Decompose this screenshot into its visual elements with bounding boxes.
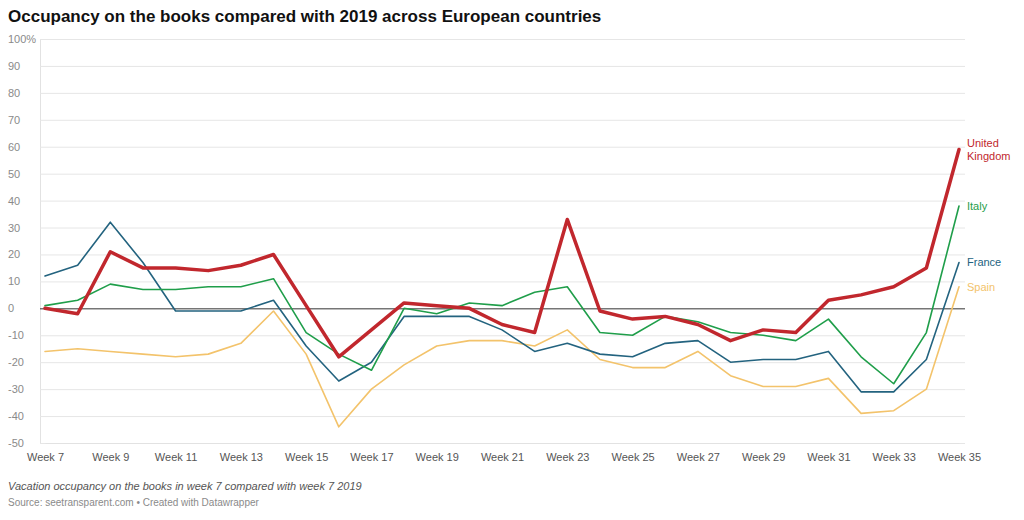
grid-line xyxy=(40,362,965,363)
x-tick-label: Week 25 xyxy=(611,451,654,463)
y-tick: -50 xyxy=(8,437,965,449)
y-tick-label: 60 xyxy=(8,141,20,153)
series-label-line: Italy xyxy=(967,200,988,212)
grid-line xyxy=(40,120,965,121)
x-tick: Week 17 xyxy=(350,443,393,463)
y-tick: -40 xyxy=(8,410,965,422)
y-tick: 80 xyxy=(8,87,965,99)
x-tick: Week 19 xyxy=(416,443,459,463)
grid-line xyxy=(40,147,965,148)
source: Source: seetransparent.com • Created wit… xyxy=(8,497,260,508)
grid-line xyxy=(40,254,965,255)
grid-line xyxy=(40,389,965,390)
y-tick-label: -50 xyxy=(8,437,24,449)
grid-line xyxy=(40,174,965,175)
y-axis-line xyxy=(40,40,41,444)
title: Occupancy on the books compared with 201… xyxy=(8,7,601,26)
x-tick-label: Week 23 xyxy=(546,451,589,463)
x-tick-label: Week 27 xyxy=(677,451,720,463)
y-tick: 70 xyxy=(8,114,965,126)
y-tick-label: -40 xyxy=(8,410,24,422)
series-label: UnitedKingdom xyxy=(967,137,1010,162)
x-tick: Week 13 xyxy=(220,443,263,463)
x-tick-label: Week 9 xyxy=(92,451,129,463)
x-tick-label: Week 15 xyxy=(285,451,328,463)
x-tick-label: Week 17 xyxy=(350,451,393,463)
x-tick-label: Week 29 xyxy=(742,451,785,463)
series-label: Spain xyxy=(967,281,995,293)
y-tick-label: 40 xyxy=(8,195,20,207)
x-tick: Week 7 xyxy=(27,443,64,463)
x-axis: Week 7 Week 9 Week 11 Week 13 Week 15 Week 17… xyxy=(27,443,981,463)
chart: Occupancy on the books compared with 201… xyxy=(0,0,1024,520)
y-tick: 90 xyxy=(8,60,965,72)
series-label: France xyxy=(967,256,1001,268)
grid-line xyxy=(40,228,965,229)
x-tick: Week 25 xyxy=(611,443,654,463)
grid-line xyxy=(40,93,965,94)
grid-line xyxy=(40,335,965,336)
y-tick: 20 xyxy=(8,248,965,260)
y-tick: 60 xyxy=(8,141,965,153)
series-label-line: United xyxy=(967,137,999,149)
y-tick-label: 70 xyxy=(8,114,20,126)
x-tick: Week 23 xyxy=(546,443,589,463)
x-tick-label: Week 13 xyxy=(220,451,263,463)
y-tick: -30 xyxy=(8,383,965,395)
x-tick-label: Week 7 xyxy=(27,451,64,463)
series-label-line: Spain xyxy=(967,281,995,293)
grid-line xyxy=(40,39,965,40)
y-tick: -10 xyxy=(8,329,965,341)
x-tick: Week 11 xyxy=(155,443,197,463)
caption: Vacation occupancy on the books in week … xyxy=(8,480,362,492)
y-axis: -50 -40 -30 -20 -10 0 10 20 30 40 50 60 70 80 90 100% xyxy=(8,33,965,449)
x-tick-label: Week 19 xyxy=(416,451,459,463)
series-line xyxy=(45,149,959,356)
y-tick-label: 20 xyxy=(8,248,20,260)
x-tick: Week 31 xyxy=(807,443,850,463)
grid-line xyxy=(40,443,965,444)
y-tick: 10 xyxy=(8,275,965,287)
series-labels: UnitedKingdom Italy France Spain xyxy=(967,137,1010,293)
x-tick-label: Week 11 xyxy=(155,451,197,463)
grid-line xyxy=(40,281,965,282)
grid-line xyxy=(40,201,965,202)
x-tick: Week 35 xyxy=(938,443,981,463)
x-tick: Week 21 xyxy=(481,443,524,463)
grid-line xyxy=(40,66,965,67)
series-label: Italy xyxy=(967,200,988,212)
y-tick-label: -20 xyxy=(8,356,24,368)
y-tick: -20 xyxy=(8,356,965,368)
y-tick-label: 90 xyxy=(8,60,20,72)
x-tick: Week 33 xyxy=(873,443,916,463)
x-tick: Week 29 xyxy=(742,443,785,463)
grid-line xyxy=(40,416,965,417)
series-label-line: France xyxy=(967,256,1001,268)
y-tick-label: 30 xyxy=(8,222,20,234)
x-tick: Week 27 xyxy=(677,443,720,463)
x-tick-label: Week 33 xyxy=(873,451,916,463)
series-line xyxy=(45,206,959,384)
x-axis-line xyxy=(46,443,960,444)
y-tick: 30 xyxy=(8,222,965,234)
y-tick: 40 xyxy=(8,195,965,207)
y-tick: 100% xyxy=(8,33,965,45)
x-tick: Week 15 xyxy=(285,443,328,463)
y-tick: 50 xyxy=(8,168,965,180)
x-tick-label: Week 21 xyxy=(481,451,524,463)
y-tick-label: -10 xyxy=(8,329,24,341)
y-tick-label: 100% xyxy=(8,33,36,45)
x-tick-label: Week 35 xyxy=(938,451,981,463)
y-tick-label: 0 xyxy=(8,302,14,314)
y-tick-label: 10 xyxy=(8,275,20,287)
y-tick-label: 80 xyxy=(8,87,20,99)
lines xyxy=(45,149,959,426)
series-label-line: Kingdom xyxy=(967,150,1010,162)
grid-line xyxy=(40,308,965,309)
y-tick-label: -30 xyxy=(8,383,24,395)
x-tick-label: Week 31 xyxy=(807,451,850,463)
x-tick: Week 9 xyxy=(92,443,129,463)
y-tick-label: 50 xyxy=(8,168,20,180)
